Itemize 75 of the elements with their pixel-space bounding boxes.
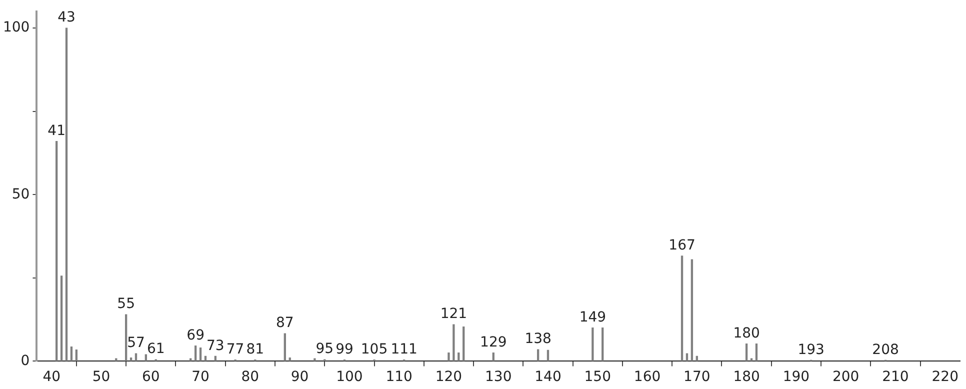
annotation: 193 [798,342,824,358]
bar [536,349,540,362]
x-tick-label: 70 [192,369,210,386]
bar [144,354,148,362]
bar [194,346,197,362]
bar [750,358,753,362]
bar [452,324,455,362]
x-tick-label: 220 [932,369,958,386]
x-tick-label: 200 [832,369,860,386]
annotation: 95 [316,341,334,358]
bar [686,353,688,362]
x-tick-label: 130 [484,369,512,386]
x-tick-label: 100 [336,369,363,386]
bar [314,358,316,362]
bar [690,259,694,362]
bar [745,344,748,362]
annotation: 69 [186,328,204,344]
x-tick-label: 160 [634,369,661,386]
bar [462,326,465,362]
bar [680,256,684,362]
annotation: 81 [246,342,264,358]
annotation: 43 [58,10,76,26]
x-tick-label: 80 [241,369,260,386]
bar [124,314,128,362]
x-tick-label: 210 [882,369,909,386]
bar [448,352,450,362]
x-tick-label: 180 [733,369,760,386]
annotation: 55 [117,296,135,312]
annotation: 57 [127,335,145,352]
x-tick-label: 190 [782,369,810,386]
annotation: 138 [524,331,552,348]
x-tick-label: 110 [386,369,412,386]
bar [592,328,594,362]
x-tick-label: 40 [42,369,61,386]
bar [492,352,494,362]
bar [70,346,73,362]
annotation: 87 [276,315,294,332]
bar [134,353,138,362]
y-tick-label: 100 [2,20,30,36]
annotation: 121 [440,306,468,322]
x-tick-label: 50 [92,369,110,386]
x-tick-label: 140 [534,369,562,386]
annotation: 208 [872,342,899,358]
x-tick-label: 150 [584,369,612,386]
x-tick-label: 60 [142,369,160,386]
x-tick-label: 120 [435,369,462,386]
x-tick-label: 90 [290,369,309,386]
annotation: 61 [146,341,165,358]
bar [130,358,132,362]
bar [190,358,192,362]
bar [65,28,68,362]
annotation: 129 [480,334,507,351]
bar [55,140,58,362]
annotation: 180 [733,326,760,342]
annotation: 105 [360,342,388,358]
annotation: 73 [206,338,224,354]
bar [75,350,78,362]
bar [60,276,63,362]
annotation: 77 [226,342,244,358]
bar [755,344,758,362]
bar [602,328,604,362]
bar [284,333,286,362]
annotation: 167 [668,238,696,254]
x-tick-label: 170 [684,369,710,386]
bar [546,350,550,362]
annotation: 149 [579,310,606,326]
bar [458,352,460,362]
bar [115,358,118,362]
y-tick-label: 0 [20,352,30,369]
annotation: 111 [390,342,418,358]
bar [288,358,291,362]
annotation: 41 [48,122,66,139]
bar [199,348,202,362]
y-tick-label: 50 [12,186,30,202]
annotation: 99 [336,342,354,358]
